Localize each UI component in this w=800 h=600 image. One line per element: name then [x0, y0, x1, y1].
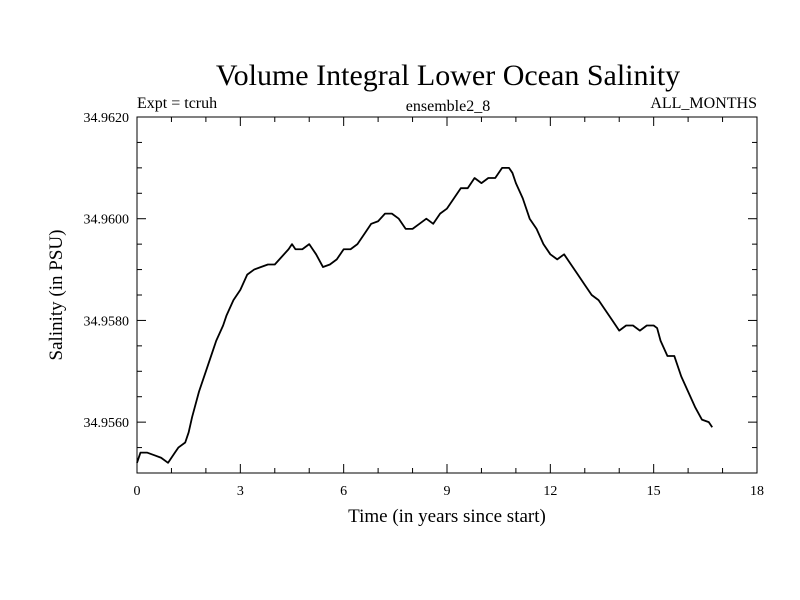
x-tick-label: 6 — [340, 484, 347, 499]
x-tick-label: 0 — [134, 484, 141, 499]
x-tick-label: 9 — [444, 484, 451, 499]
y-tick-labels: 34.9560 34.9580 34.9600 34.9620 — [84, 111, 130, 431]
x-tick-label: 3 — [237, 484, 244, 499]
x-tick-label: 15 — [647, 484, 661, 499]
x-axis-label: Time (in years since start) — [348, 506, 546, 527]
y-tick-label: 34.9620 — [84, 111, 130, 126]
plot-frame — [136, 116, 758, 474]
y-tick-label: 34.9580 — [84, 314, 130, 329]
subtitle-months: ALL_MONTHS — [650, 95, 757, 112]
y-axis-label: Salinity (in PSU) — [46, 230, 67, 361]
salinity-series-line — [136, 166, 713, 464]
axis-ticks — [136, 116, 758, 474]
subtitle-ensemble: ensemble2_8 — [406, 98, 490, 115]
x-tick-label: 18 — [750, 484, 764, 499]
y-tick-label: 34.9600 — [84, 213, 130, 228]
subtitle-experiment: Expt = tcruh — [137, 95, 217, 112]
x-tick-labels: 0 3 6 9 12 15 18 — [134, 484, 765, 499]
x-tick-label: 12 — [543, 484, 557, 499]
chart-title: Volume Integral Lower Ocean Salinity — [216, 59, 680, 92]
y-tick-label: 34.9560 — [84, 416, 130, 431]
